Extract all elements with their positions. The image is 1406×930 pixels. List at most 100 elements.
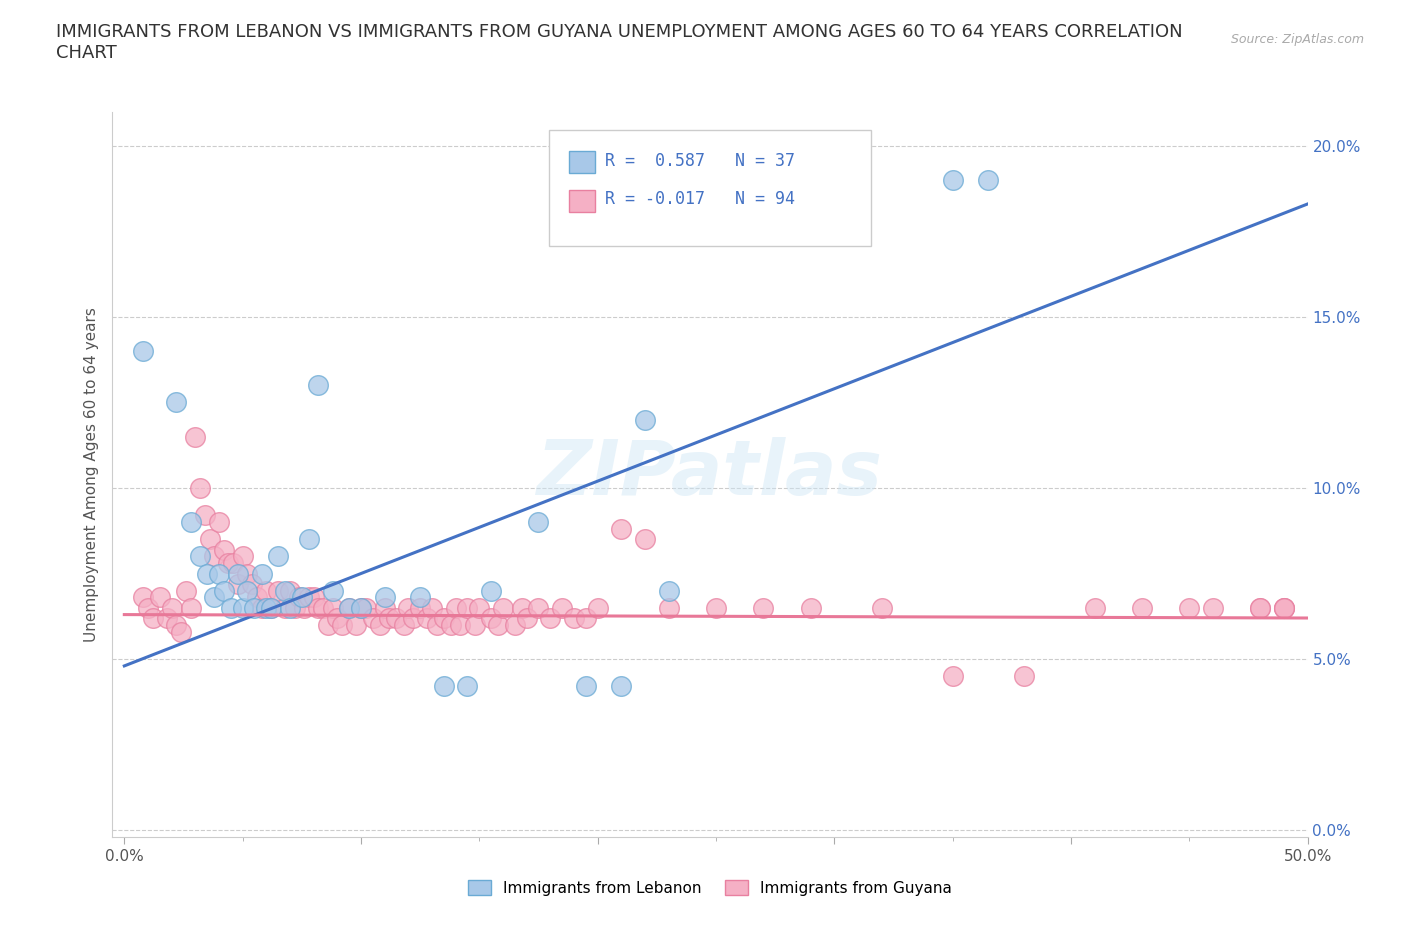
Point: [350, 600, 373, 615]
Point: [165, 618, 187, 632]
Point: [267, 583, 290, 598]
Point: [316, 618, 339, 632]
Point: [1272, 600, 1295, 615]
Point: [456, 600, 478, 615]
Point: [142, 611, 165, 626]
Point: [254, 600, 277, 615]
Point: [449, 618, 471, 632]
Point: [267, 549, 290, 564]
Point: [322, 600, 344, 615]
Point: [527, 600, 550, 615]
Point: [226, 577, 249, 591]
Point: [165, 395, 187, 410]
Point: [1249, 600, 1271, 615]
Point: [149, 590, 172, 604]
Point: [208, 566, 231, 581]
Point: [456, 679, 478, 694]
Point: [464, 618, 486, 632]
Point: [385, 611, 408, 626]
Point: [236, 566, 259, 581]
Text: R = -0.017   N = 94: R = -0.017 N = 94: [605, 190, 794, 207]
Point: [402, 611, 425, 626]
Point: [232, 600, 254, 615]
Text: R =  0.587   N = 37: R = 0.587 N = 37: [605, 152, 794, 170]
Point: [479, 611, 502, 626]
Point: [246, 590, 269, 604]
Point: [274, 600, 297, 615]
Point: [1202, 600, 1225, 615]
Point: [634, 412, 657, 427]
Point: [492, 600, 515, 615]
Point: [188, 549, 211, 564]
Legend: Immigrants from Lebanon, Immigrants from Guyana: Immigrants from Lebanon, Immigrants from…: [463, 873, 957, 902]
Point: [337, 600, 360, 615]
Point: [1012, 669, 1035, 684]
Text: ZIPatlas: ZIPatlas: [537, 437, 883, 512]
Point: [704, 600, 727, 615]
Point: [232, 549, 254, 564]
Point: [658, 583, 681, 598]
Point: [374, 590, 396, 604]
Text: IMMIGRANTS FROM LEBANON VS IMMIGRANTS FROM GUYANA UNEMPLOYMENT AMONG AGES 60 TO : IMMIGRANTS FROM LEBANON VS IMMIGRANTS FR…: [56, 23, 1182, 62]
Point: [291, 590, 314, 604]
Point: [562, 611, 585, 626]
Point: [977, 173, 1000, 188]
Point: [156, 611, 179, 626]
Point: [361, 611, 384, 626]
Point: [330, 618, 353, 632]
Point: [486, 618, 509, 632]
Point: [1272, 600, 1295, 615]
Point: [800, 600, 823, 615]
Point: [1130, 600, 1153, 615]
Point: [468, 600, 491, 615]
Point: [610, 522, 633, 537]
Point: [219, 600, 242, 615]
Point: [302, 590, 325, 604]
Point: [322, 583, 344, 598]
Point: [222, 556, 245, 571]
Point: [634, 532, 657, 547]
FancyBboxPatch shape: [548, 130, 872, 246]
Point: [416, 611, 439, 626]
Point: [516, 611, 538, 626]
Point: [575, 611, 598, 626]
Point: [132, 344, 155, 359]
Point: [307, 600, 329, 615]
Point: [942, 173, 965, 188]
Point: [184, 430, 207, 445]
Point: [527, 515, 550, 530]
Point: [426, 618, 449, 632]
Point: [180, 515, 202, 530]
Point: [284, 600, 307, 615]
Point: [198, 532, 221, 547]
Point: [288, 590, 311, 604]
Point: [298, 532, 321, 547]
Point: [538, 611, 561, 626]
Point: [396, 600, 419, 615]
Point: [942, 669, 965, 684]
Point: [870, 600, 893, 615]
Point: [250, 600, 273, 615]
Point: [392, 618, 415, 632]
Point: [350, 600, 373, 615]
Point: [510, 600, 533, 615]
Point: [610, 679, 633, 694]
Point: [378, 611, 401, 626]
FancyBboxPatch shape: [569, 190, 595, 212]
Point: [208, 515, 231, 530]
Point: [1249, 600, 1271, 615]
Point: [260, 600, 283, 615]
Point: [202, 549, 225, 564]
Point: [250, 566, 273, 581]
Point: [326, 611, 349, 626]
Point: [752, 600, 775, 615]
Point: [440, 618, 463, 632]
Point: [202, 590, 225, 604]
Point: [226, 566, 249, 581]
Point: [278, 583, 301, 598]
FancyBboxPatch shape: [569, 152, 595, 173]
Point: [292, 600, 315, 615]
Point: [1272, 600, 1295, 615]
Point: [479, 583, 502, 598]
Point: [298, 590, 321, 604]
